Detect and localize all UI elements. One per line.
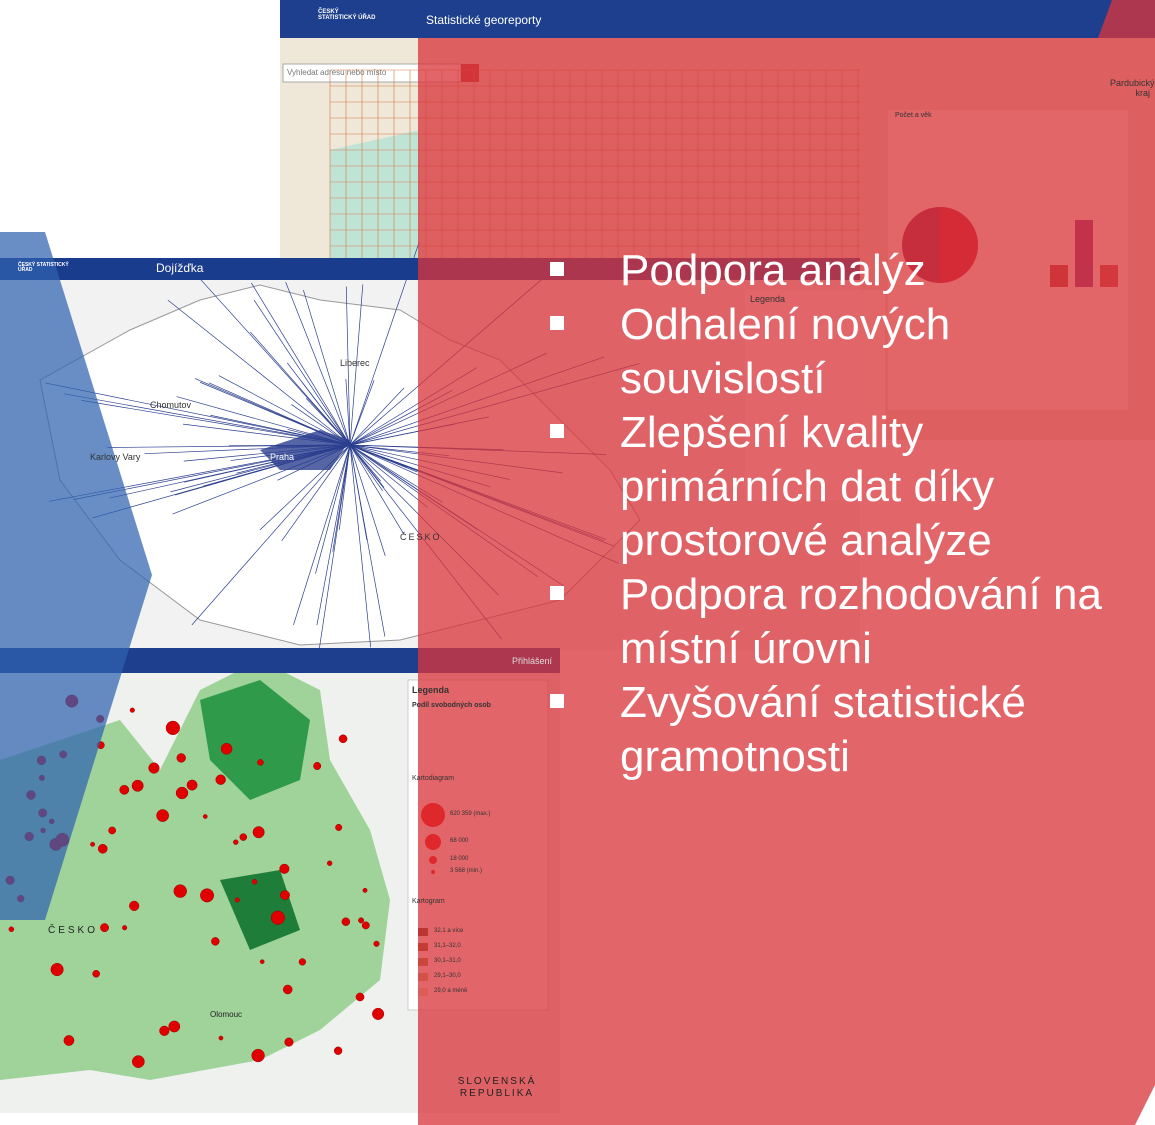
logo: ČESKÝ STATISTICKÝ ÚŘAD xyxy=(318,9,378,21)
map-symbol xyxy=(120,785,129,794)
map-symbol xyxy=(132,1056,144,1068)
region-label: Pardubický kraj xyxy=(1110,78,1150,98)
map-symbol xyxy=(283,985,292,994)
map-symbol xyxy=(90,842,94,846)
map-symbol xyxy=(362,922,369,929)
map-symbol xyxy=(257,759,263,765)
map-symbol xyxy=(285,1038,293,1046)
map-symbol xyxy=(334,1047,342,1055)
legend-item: 31,1–32,0 xyxy=(434,943,461,949)
map-symbol xyxy=(339,735,347,743)
map-symbol xyxy=(64,1035,74,1045)
map-symbol xyxy=(280,890,289,899)
map-symbol xyxy=(253,827,264,838)
map-label: Olomouc xyxy=(210,1010,242,1019)
map-symbol xyxy=(132,780,143,791)
map-symbol xyxy=(157,810,169,822)
map-label: ČESKO xyxy=(48,925,98,936)
map-symbol xyxy=(342,918,350,926)
map-symbol xyxy=(177,754,186,763)
map-symbol xyxy=(159,1026,169,1036)
map-symbol xyxy=(299,958,306,965)
logo: ČESKÝ STATISTICKÝ ÚŘAD xyxy=(18,263,78,273)
map-symbol xyxy=(129,901,139,911)
map-label: Liberec xyxy=(340,358,370,368)
map-symbol xyxy=(176,787,188,799)
header-bar xyxy=(280,0,1155,38)
map-symbol xyxy=(335,824,341,830)
map-symbol xyxy=(313,762,320,769)
map-symbol xyxy=(240,834,247,841)
legend-item: 29,0 a méně xyxy=(434,988,467,994)
app-title: Dojížďka xyxy=(156,261,203,275)
map-symbol xyxy=(252,1049,265,1062)
legend-title: Legenda xyxy=(412,685,449,695)
bullet: Zlepšení kvality primárních dat díky pro… xyxy=(550,406,1130,568)
map-symbol xyxy=(100,923,108,931)
map-symbol xyxy=(374,941,380,947)
map-symbol xyxy=(219,1036,223,1040)
legend-item: 30,1–31,0 xyxy=(434,958,461,964)
map-symbol xyxy=(200,889,213,902)
map-symbol xyxy=(187,780,197,790)
legend-item: 29,1–30,0 xyxy=(434,973,461,979)
map-symbol xyxy=(174,885,187,898)
map-label: ČESKO xyxy=(400,532,442,542)
map-symbol xyxy=(9,927,14,932)
search-placeholder: Vyhledat adresu nebo místo xyxy=(287,68,386,77)
map-symbol xyxy=(216,775,226,785)
app-title: Statistické georeporty xyxy=(426,13,541,27)
map-symbol xyxy=(372,1008,384,1020)
bullet: Podpora analýz xyxy=(550,244,1130,298)
legend-item: 620 359 (max.) xyxy=(450,811,490,817)
map-symbol xyxy=(271,911,285,925)
map-symbol xyxy=(93,970,100,977)
bullet-list: Podpora analýz Odhalení nových souvislos… xyxy=(550,244,1130,784)
map-symbol xyxy=(109,827,116,834)
legend-section: Kartodiagram xyxy=(412,775,454,782)
map-symbol xyxy=(327,861,332,866)
map-symbol xyxy=(356,993,364,1001)
map-symbol xyxy=(252,879,257,884)
panel-title: Počet a věk xyxy=(895,112,932,119)
bullet: Podpora rozhodování na místní úrovni xyxy=(550,568,1130,676)
legend-item: 18 000 xyxy=(450,856,468,862)
map-symbol xyxy=(358,918,363,923)
map-symbol xyxy=(211,937,219,945)
map-symbol xyxy=(122,925,127,930)
map-symbol xyxy=(221,743,232,754)
slide: {"slide": {"bullets": ["Podpora analýz",… xyxy=(0,0,1155,1125)
map-label: SLOVENSKÁ REPUBLIKA xyxy=(452,1076,542,1100)
highlight-area xyxy=(330,130,420,260)
map-symbol xyxy=(169,1021,180,1032)
map-symbol xyxy=(51,963,64,976)
map-symbol xyxy=(233,840,238,845)
map-symbol xyxy=(149,763,160,774)
legend-section: Kartogram xyxy=(412,898,445,905)
map-symbol xyxy=(280,864,290,874)
legend-item: 3 568 (min.) xyxy=(450,868,482,874)
map-label: Karlovy Vary xyxy=(90,452,140,462)
legend-heading: Podíl svobodných osob xyxy=(412,702,491,709)
map-symbol xyxy=(166,721,180,735)
map-label: Chomutov xyxy=(150,400,191,410)
legend-item: 32,1 a více xyxy=(434,928,463,934)
bullet: Odhalení nových souvislostí xyxy=(550,298,1130,406)
map-symbol xyxy=(203,814,207,818)
bullet: Zvyšování statistické gramotnosti xyxy=(550,676,1130,784)
login[interactable]: Přihlášení xyxy=(512,656,552,666)
map-symbol xyxy=(363,888,367,892)
legend-item: 68 000 xyxy=(450,838,468,844)
map-symbol xyxy=(130,708,135,713)
map-label: Praha xyxy=(270,452,294,462)
map-symbol xyxy=(260,960,264,964)
map-symbol xyxy=(235,898,240,903)
map-symbol xyxy=(98,844,107,853)
